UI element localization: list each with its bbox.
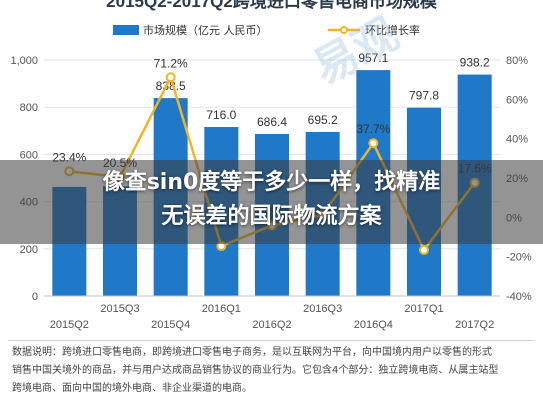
- footnote-line-1: 数据说明：跨境进口零售电商，即跨境进口零售电子商务，是以互联网为平台，向中国境内…: [12, 347, 492, 358]
- y-right-tick-label: 40%: [506, 134, 528, 146]
- overlay-line-1: 像查sin0度等于多少一样，找精准: [102, 170, 441, 195]
- overlay-caption: 像查sin0度等于多少一样，找精准 无误差的国际物流方案: [0, 166, 543, 234]
- x-tick-label: 2016Q1: [202, 303, 241, 315]
- legend-bar-label: 市场规模（亿元 人民币）: [143, 23, 268, 37]
- bar-label-2017Q1: 797.8: [409, 89, 439, 103]
- line-label-2015Q4: 71.2%: [154, 56, 188, 70]
- x-tick-label: 2017Q2: [455, 319, 494, 331]
- overlay-banner: [0, 160, 543, 244]
- x-tick-label: 2015Q3: [100, 303, 139, 315]
- footnote-divider: [8, 340, 535, 341]
- x-axis: 2015Q2 2015Q3 2015Q4 2016Q1 2016Q2 2016Q3 2016…: [44, 295, 500, 331]
- bar-label-2016Q2: 686.4: [257, 115, 287, 129]
- legend-line-label: 环比增长率: [365, 23, 420, 37]
- x-tick-label: 2016Q2: [252, 319, 291, 331]
- x-tick-label: 2015Q4: [151, 319, 190, 331]
- legend-line-marker: [340, 26, 348, 34]
- bar-label-2016Q4: 957.1: [358, 51, 388, 65]
- line-point-2017Q1: [419, 244, 429, 255]
- line-label-2016Q4: 37.7%: [356, 122, 390, 136]
- footnote-line-3: 跨境电商、面向中国的境外电商、非企业渠道的电商。: [12, 383, 252, 394]
- bar-label-2016Q1: 716.0: [206, 108, 236, 122]
- x-tick-label: 2016Q4: [354, 319, 393, 331]
- y-left-tick-label: 1,000: [10, 55, 38, 67]
- line-point-2016Q4: [368, 138, 379, 149]
- y-right-tick-label: -20%: [506, 252, 532, 264]
- bar-label-2016Q3: 695.2: [308, 113, 338, 127]
- legend-bar-swatch: [113, 25, 139, 35]
- y-left-tick-label: 800: [20, 102, 38, 114]
- footnote-line-2: 销售中国关境外的商品，并与用户达成商品销售协议的商业行为。它包含4个部分：独立跨…: [12, 365, 499, 376]
- y-left-tick-label: 200: [20, 244, 38, 256]
- x-tick-label: 2016Q3: [303, 303, 342, 315]
- chart-title: 2015Q2-2017Q2跨境进口零售电商市场规模: [106, 0, 437, 11]
- line-point-2015Q4: [165, 72, 176, 83]
- y-right-tick-label: 80%: [506, 55, 528, 67]
- x-tick-label: 2017Q1: [404, 303, 443, 315]
- chart-legend: 市场规模（亿元 人民币） 环比增长率: [113, 23, 420, 37]
- overlay-line-2: 无误差的国际物流方案: [161, 204, 382, 229]
- data-footnote: 数据说明：跨境进口零售电商，即跨境进口零售电子商务，是以互联网为平台，向中国境内…: [12, 344, 532, 398]
- bar-label-2017Q2: 938.2: [460, 56, 490, 70]
- x-tick-label: 2015Q2: [50, 319, 89, 331]
- y-left-tick-label: 0: [32, 291, 38, 303]
- y-right-tick-label: 60%: [506, 94, 528, 106]
- y-left-tick-label: 600: [20, 149, 38, 161]
- y-right-tick-label: -40%: [506, 291, 532, 303]
